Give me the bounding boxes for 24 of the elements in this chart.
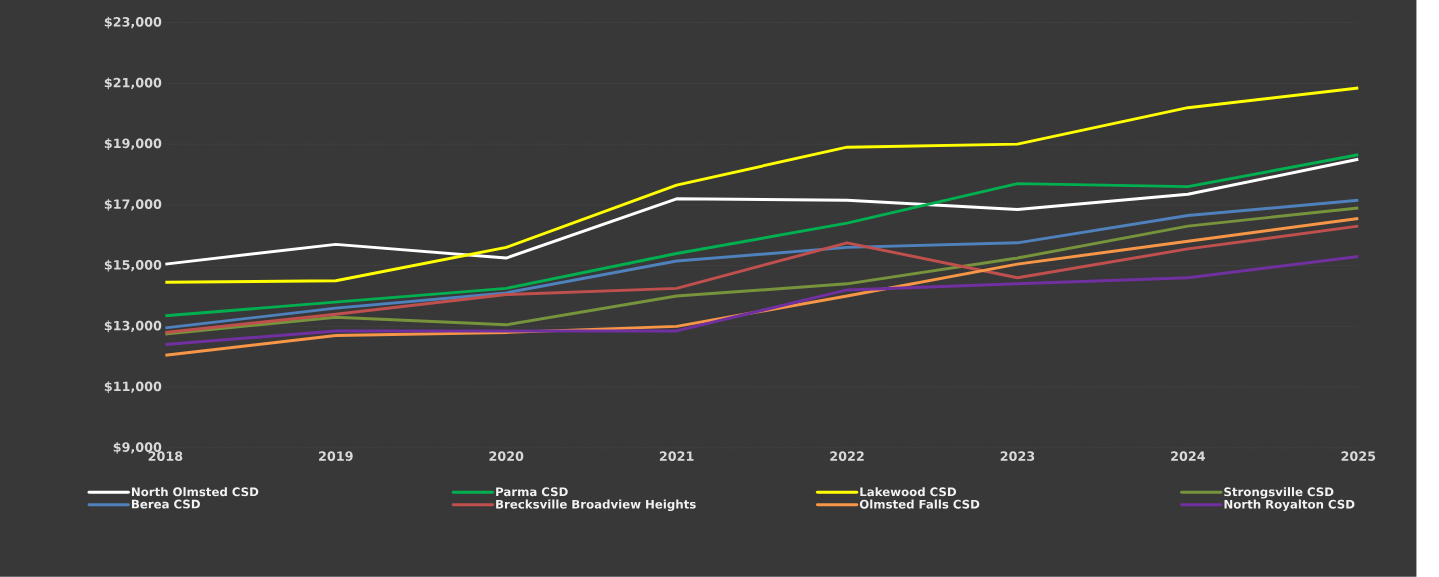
legend-label: Olmsted Falls CSD [859, 499, 980, 509]
legend-label: Lakewood CSD [860, 487, 957, 497]
legend-label: Berea CSD [131, 499, 200, 509]
y-tick-label: $23,000 [104, 16, 162, 29]
y-tick-label: $15,000 [104, 259, 162, 272]
y-tick-label: $17,000 [104, 199, 162, 211]
x-tick-label: 2019 [319, 451, 353, 462]
x-tick-label: 2023 [1000, 451, 1035, 462]
legend-label: North Royalton CSD [1224, 499, 1355, 512]
legend-label: Parma CSD [496, 487, 568, 497]
line-series [163, 157, 1360, 266]
y-tick-label: $19,000 [104, 138, 162, 150]
legend-label: North Olmsted CSD [131, 487, 259, 497]
y-tick-label: $21,000 [104, 77, 162, 90]
y-tick-label: $11,000 [104, 381, 162, 393]
x-tick-label: 2022 [830, 451, 864, 462]
legend-label: Strongsville CSD [1224, 487, 1334, 499]
line-series [163, 86, 1360, 284]
x-tick-label: 2025 [1341, 451, 1376, 462]
x-tick-label: 2024 [1171, 451, 1206, 462]
x-tick-label: 2020 [489, 451, 524, 462]
x-tick-label: 2021 [659, 451, 694, 462]
legend-label: Brecksville Broadview Heights [496, 499, 696, 512]
y-tick-label: $13,000 [104, 320, 162, 333]
